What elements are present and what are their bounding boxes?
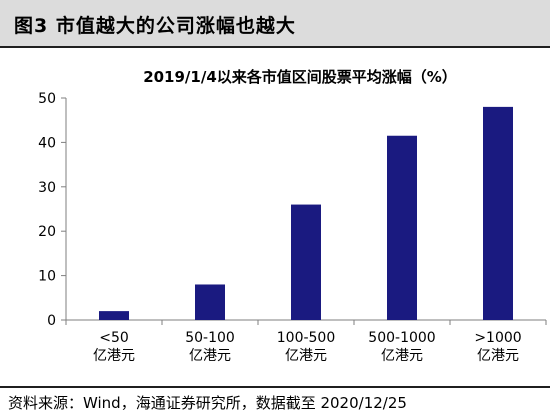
footer-divider (0, 386, 550, 388)
bar (195, 284, 225, 320)
bar-chart: 2019/1/4以来各市值区间股票平均涨幅（%） 0 10 20 30 40 50 <50 亿… (38, 68, 547, 364)
y-tick-label: 30 (38, 180, 56, 196)
x-tick-label: 亿港元 (189, 348, 231, 364)
bar (483, 106, 513, 320)
source-note: 资料来源：Wind，海通证券研究所，数据截至 2020/12/25 (8, 394, 407, 412)
figure-header: 图3 市值越大的公司涨幅也越大 (0, 0, 550, 48)
y-tick-label: 40 (38, 135, 56, 151)
bar (99, 311, 129, 320)
y-tick-label: 20 (38, 224, 56, 240)
x-tick-label: >1000 (474, 330, 521, 346)
x-tick-label: 100-500 (277, 330, 336, 346)
x-tick-label: 500-1000 (368, 330, 435, 346)
y-tick-label: 10 (38, 269, 56, 285)
x-tick-label: 亿港元 (93, 348, 135, 364)
bar (387, 135, 417, 320)
x-tick-label: <50 (99, 330, 129, 346)
x-tick-label: 亿港元 (477, 348, 519, 364)
x-tick-label: 亿港元 (285, 348, 327, 364)
y-tick-label: 50 (38, 91, 56, 107)
chart-title: 2019/1/4以来各市值区间股票平均涨幅（%） (143, 68, 457, 86)
x-tick-label: 亿港元 (381, 348, 423, 364)
figure-label: 图3 市值越大的公司涨幅也越大 (14, 15, 296, 37)
y-tick-label: 0 (47, 313, 56, 329)
bar (291, 204, 321, 320)
x-tick-label: 50-100 (185, 330, 235, 346)
